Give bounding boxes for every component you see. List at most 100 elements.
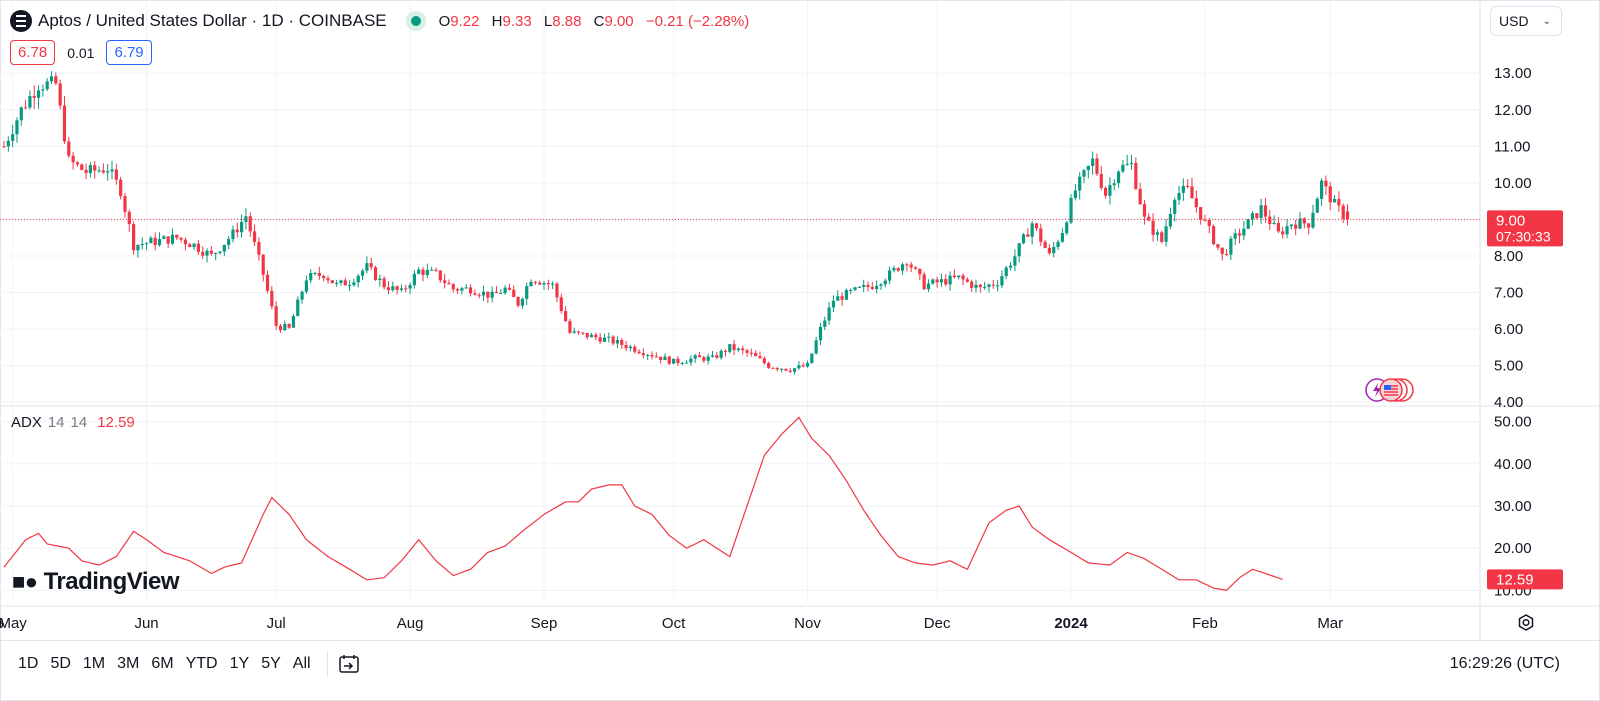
settings-icon[interactable] xyxy=(1515,612,1537,634)
candle-body xyxy=(456,289,460,291)
candle-body xyxy=(399,288,404,290)
candle-body xyxy=(1259,205,1263,218)
candle-body xyxy=(494,291,499,294)
candle-body xyxy=(797,365,801,369)
candle-body xyxy=(391,286,395,291)
candle-body xyxy=(214,253,218,255)
candle-body xyxy=(512,289,516,298)
adx-param-1: 14 xyxy=(47,414,65,431)
tradingview-logo[interactable]: ■● TradingView xyxy=(12,568,180,596)
candle-body xyxy=(395,286,399,290)
candle-body xyxy=(974,284,978,288)
candle-body xyxy=(1021,234,1026,244)
candle-body xyxy=(149,237,153,244)
candle-body xyxy=(119,179,123,197)
candle-body xyxy=(408,285,412,289)
candle-body xyxy=(762,358,766,364)
candle-body xyxy=(335,282,339,284)
price-tick-label: 6.00 xyxy=(1494,321,1523,338)
timeframe-6m[interactable]: 6M xyxy=(151,655,174,672)
candle-body xyxy=(67,141,71,156)
candle-body xyxy=(1104,187,1108,196)
adx-legend[interactable]: ADX 14 14 12.59 xyxy=(11,414,135,431)
candle-body xyxy=(840,296,844,300)
timeframe-1d[interactable]: 1D xyxy=(18,655,39,672)
candle-body xyxy=(538,282,542,285)
candle-body xyxy=(218,251,222,254)
candle-body xyxy=(144,243,149,245)
last-price-badge xyxy=(1487,210,1563,247)
candle-body xyxy=(227,239,231,245)
candle-body xyxy=(1220,247,1224,254)
candle-body xyxy=(650,354,654,357)
candle-body xyxy=(1263,205,1268,217)
candle-body xyxy=(356,275,360,283)
candle-body xyxy=(1173,199,1177,214)
candle-body xyxy=(715,355,719,358)
candle-body xyxy=(270,290,274,307)
candle-body xyxy=(723,350,728,352)
chart-canvas[interactable]: 4.00 5.00 6.00 7.00 8.00 9.00 10.00 11.00 12.00 1… xyxy=(0,0,1600,640)
candle-body xyxy=(516,297,520,306)
timeframe-1y[interactable]: 1Y xyxy=(229,655,250,672)
adx-tick-label: 20.00 xyxy=(1494,540,1532,557)
countdown-value: 07:30:33 xyxy=(1496,228,1551,244)
time-tick-label: Nov xyxy=(794,615,821,632)
tradingview-wordmark: TradingView xyxy=(43,568,180,595)
time-tick-label: Jul xyxy=(267,615,286,632)
symbol-title[interactable]: Aptos / United States Dollar · 1D · COIN… xyxy=(38,11,387,30)
candle-body xyxy=(24,107,28,109)
candle-body xyxy=(1039,228,1043,242)
candle-body xyxy=(481,291,486,296)
candle-body xyxy=(706,356,710,361)
candle-body xyxy=(931,279,935,284)
candle-body xyxy=(935,279,939,283)
candle-body xyxy=(41,89,45,91)
timeframe-ytd[interactable]: YTD xyxy=(185,655,218,672)
candle-body xyxy=(792,368,797,372)
utc-clock[interactable]: 16:29:26 (UTC) xyxy=(1449,655,1560,672)
symbol-legend: Aptos / United States Dollar · 1D · COIN… xyxy=(10,9,757,33)
candle-body xyxy=(628,346,632,349)
candle-body xyxy=(11,134,15,141)
candle-body xyxy=(736,348,740,351)
candle-body xyxy=(996,285,1000,287)
candle-body xyxy=(818,326,823,341)
candle-body xyxy=(801,365,805,367)
candle-body xyxy=(1164,226,1168,242)
candle-body xyxy=(810,353,814,364)
buy-price-button[interactable]: 6.79 xyxy=(106,40,152,65)
sell-price-button[interactable]: 6.78 xyxy=(10,40,56,65)
candle-body xyxy=(430,269,434,271)
adx-tick-label: 40.00 xyxy=(1494,456,1532,473)
candle-body xyxy=(983,286,987,288)
candle-body xyxy=(291,316,296,328)
calendar-range-icon[interactable] xyxy=(338,653,360,675)
candle-body xyxy=(404,288,408,290)
timeframe-1m[interactable]: 1M xyxy=(82,655,106,672)
low-value: 8.88 xyxy=(552,12,582,30)
candle-body xyxy=(568,321,572,333)
candle-body xyxy=(1047,247,1052,254)
candle-body xyxy=(1216,244,1220,248)
timeframe-all[interactable]: All xyxy=(292,655,311,672)
candle-body xyxy=(1147,216,1151,221)
timeframe-5d[interactable]: 5D xyxy=(50,655,71,672)
candle-body xyxy=(1000,276,1004,286)
candle-body xyxy=(1129,162,1134,164)
timeframe-3m[interactable]: 3M xyxy=(117,655,140,672)
timeframe-5y[interactable]: 5Y xyxy=(261,655,281,672)
flags-icon[interactable] xyxy=(1364,377,1416,403)
currency-selector[interactable]: USD ⌄ xyxy=(1490,6,1562,36)
candle-body xyxy=(1324,180,1328,187)
candle-body xyxy=(1030,223,1034,237)
candle-body xyxy=(1151,220,1155,235)
candle-body xyxy=(240,221,244,233)
candle-body xyxy=(123,196,127,212)
candle-body xyxy=(615,340,620,344)
candle-body xyxy=(162,236,166,239)
candle-body xyxy=(15,120,19,135)
candle-body xyxy=(373,267,378,281)
candle-body xyxy=(987,284,991,287)
candle-body xyxy=(114,169,118,180)
